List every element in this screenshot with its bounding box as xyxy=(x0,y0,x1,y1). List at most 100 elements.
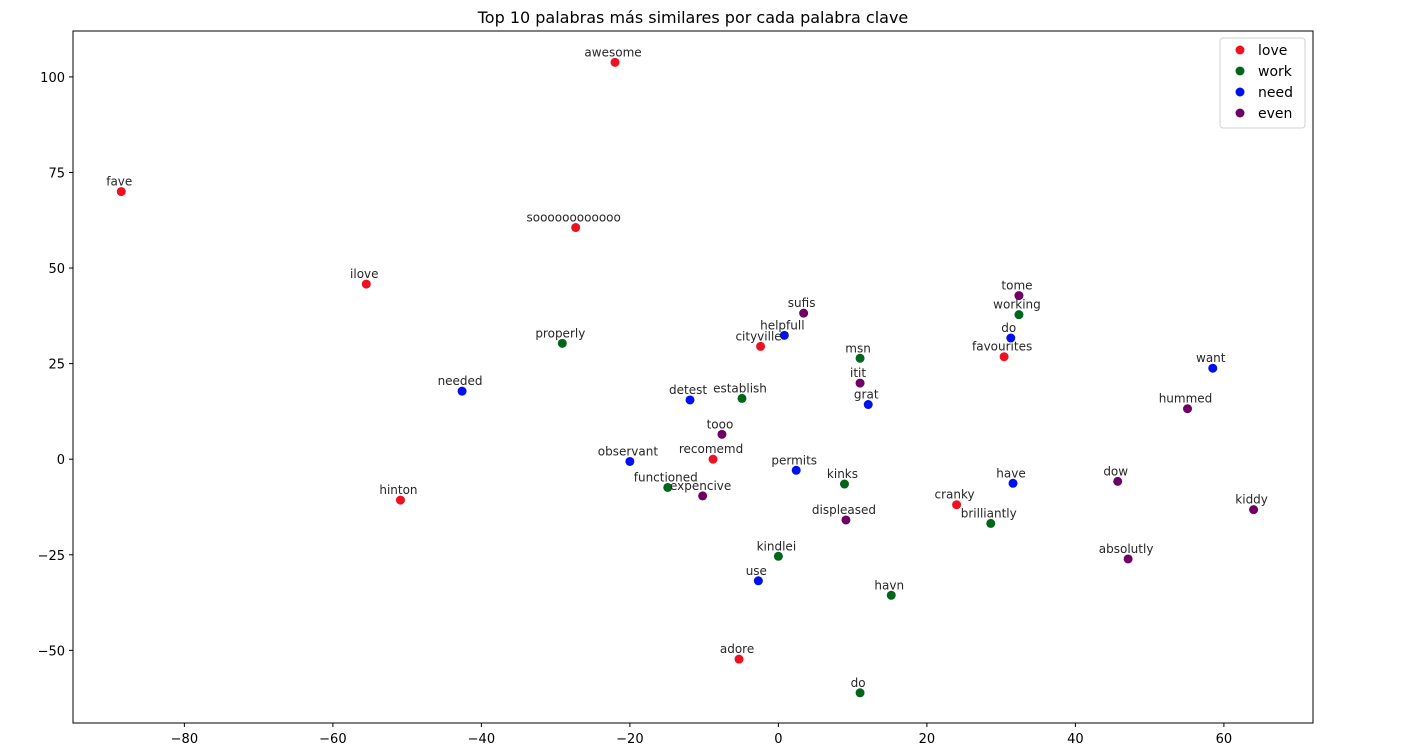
point-label: want xyxy=(1196,351,1226,365)
point-love-recomemd xyxy=(708,454,718,464)
point-need-permits xyxy=(791,465,801,475)
point-label: tooo xyxy=(707,417,734,431)
point-labels: awesome fave soooooooooooo ilove cityville fa… xyxy=(106,45,1268,689)
point-love-adore xyxy=(734,654,744,664)
data-points xyxy=(116,57,1259,698)
legend-entry-work: work xyxy=(1258,64,1293,80)
point-even-displeased xyxy=(841,515,851,525)
point-work-havn xyxy=(886,590,896,600)
legend-box xyxy=(1219,37,1306,129)
point-need-observant xyxy=(625,456,635,466)
x-tick-label: −40 xyxy=(468,732,495,747)
point-label: msn xyxy=(845,341,871,355)
point-label: working xyxy=(993,298,1041,312)
point-label: functioned xyxy=(634,470,698,484)
point-label: observant xyxy=(598,444,659,458)
point-need-detest xyxy=(685,395,695,405)
point-work-functioned xyxy=(663,482,673,492)
point-need-needed xyxy=(457,386,467,396)
y-tick-label: 25 xyxy=(48,358,65,373)
point-work-msn xyxy=(855,353,865,363)
point-label: do xyxy=(851,676,866,690)
point-label: kindlei xyxy=(757,539,797,553)
x-tick-label: 0 xyxy=(774,732,782,747)
point-label: hummed xyxy=(1159,392,1213,406)
point-love-hinton xyxy=(395,495,405,505)
point-label: adore xyxy=(720,642,754,656)
point-work-working xyxy=(1014,310,1024,320)
point-label: helpfull xyxy=(760,318,804,332)
point-love-fave xyxy=(116,187,126,197)
x-tick-label: 20 xyxy=(919,732,936,747)
point-even-tooo xyxy=(717,429,727,439)
x-tick-label: 40 xyxy=(1067,732,1084,747)
point-even-sufis xyxy=(799,308,809,318)
x-tick-label: 60 xyxy=(1216,732,1233,747)
point-label: fave xyxy=(106,175,132,189)
point-need-want xyxy=(1208,363,1218,373)
point-label: havn xyxy=(874,578,904,592)
point-label: grat xyxy=(854,388,879,402)
point-even-expencive xyxy=(698,491,708,501)
x-tick-label: −60 xyxy=(319,732,346,747)
chart-title: Top 10 palabras más similares por cada p… xyxy=(477,8,909,27)
point-need-have xyxy=(1008,478,1018,488)
point-label: itit xyxy=(850,366,866,380)
point-even-kiddy xyxy=(1249,505,1259,515)
point-need-use xyxy=(753,576,763,586)
point-label: dow xyxy=(1103,464,1128,478)
point-work-brilliantly xyxy=(986,518,996,528)
point-label: detest xyxy=(669,383,707,397)
legend-marker-work xyxy=(1235,66,1245,76)
legend-marker-even xyxy=(1235,108,1245,118)
x-tick-label: −80 xyxy=(171,732,198,747)
point-even-absolutly xyxy=(1123,554,1133,564)
point-work-kinks xyxy=(839,479,849,489)
y-tick-label: 100 xyxy=(40,71,65,86)
point-label: cranky xyxy=(935,488,975,502)
point-even-dow xyxy=(1113,476,1123,486)
point-label: soooooooooooo xyxy=(527,211,621,225)
plot-frame xyxy=(72,30,1314,724)
legend-marker-need xyxy=(1235,87,1245,97)
point-label: needed xyxy=(438,374,483,388)
point-label: have xyxy=(996,466,1025,480)
point-love-cranky xyxy=(952,500,962,510)
point-label: kiddy xyxy=(1235,493,1268,507)
point-label: displeased xyxy=(812,503,876,517)
legend-marker-love xyxy=(1235,45,1245,55)
point-love-favourites xyxy=(999,352,1009,362)
point-label: ilove xyxy=(350,267,379,281)
point-love-ilove xyxy=(361,279,371,289)
point-label: use xyxy=(746,564,767,578)
point-label: expencive xyxy=(670,479,731,493)
point-label: establish xyxy=(713,381,767,395)
y-tick-label: −25 xyxy=(38,549,65,564)
y-tick-label: 50 xyxy=(48,262,65,277)
y-tick-label: 75 xyxy=(48,166,65,181)
point-label: brilliantly xyxy=(961,506,1017,520)
point-label: tome xyxy=(1001,279,1032,293)
legend-entry-need: need xyxy=(1258,85,1293,101)
point-love-awesome xyxy=(610,57,620,67)
point-label: permits xyxy=(771,453,817,467)
point-work-do xyxy=(855,688,865,698)
point-love-soooooooooooo xyxy=(571,223,581,233)
y-tick-label: 0 xyxy=(57,453,65,468)
point-even-itit xyxy=(855,378,865,388)
point-love-cityville xyxy=(756,341,766,351)
point-work-kindlei xyxy=(773,551,783,561)
point-label: properly xyxy=(535,326,585,340)
point-even-hummed xyxy=(1183,404,1193,414)
point-work-establish xyxy=(737,393,747,403)
point-need-helpfull xyxy=(779,330,789,340)
point-label: absolutly xyxy=(1099,542,1154,556)
point-label: kinks xyxy=(827,467,858,481)
point-label: sufis xyxy=(788,296,816,310)
legend-entry-love: love xyxy=(1258,43,1287,59)
point-label: cityville xyxy=(735,329,781,343)
y-tick-label: −50 xyxy=(38,644,65,659)
point-need-do xyxy=(1006,333,1016,343)
point-label: awesome xyxy=(584,45,641,59)
